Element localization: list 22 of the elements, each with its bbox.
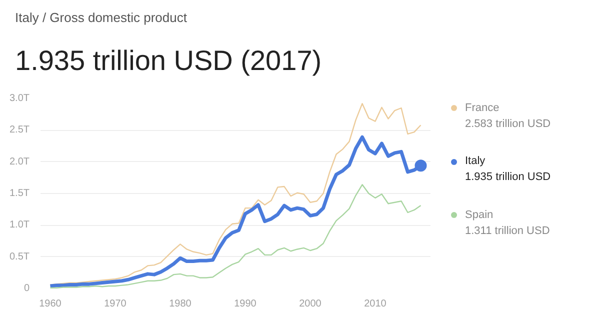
- chart-title: Italy / Gross domestic product: [15, 9, 187, 27]
- legend-label: Italy: [465, 155, 486, 168]
- y-tick-label: 0.5T: [9, 251, 30, 262]
- legend-label: Spain: [465, 208, 494, 221]
- text: 1.311 trillion USD: [465, 224, 551, 239]
- y-tick-label: 1.0T: [9, 220, 30, 231]
- y-tick-label: 3.0T: [9, 93, 30, 104]
- x-tick-label: 2000: [299, 298, 322, 310]
- text: 2.583 trillion USD: [465, 116, 551, 132]
- y-tick-label: 0: [24, 283, 30, 294]
- chart-subtitle: 1.935 trillion USD (2017): [15, 44, 322, 78]
- line-series: [50, 184, 422, 288]
- x-tick-label: 1990: [234, 298, 257, 310]
- legend-label: France: [465, 102, 500, 114]
- x-tick-label: 1970: [104, 298, 127, 310]
- x-tick-label: 1980: [169, 298, 192, 310]
- y-tick-label: 2.0T: [9, 156, 30, 168]
- text: 1.935 trillion USD: [465, 170, 551, 186]
- y-tick-label: 1.5T: [9, 188, 30, 199]
- y-tick-label: 2.5T: [9, 124, 30, 136]
- x-tick-label: 2010: [364, 298, 387, 310]
- x-tick-label: 1960: [39, 298, 62, 310]
